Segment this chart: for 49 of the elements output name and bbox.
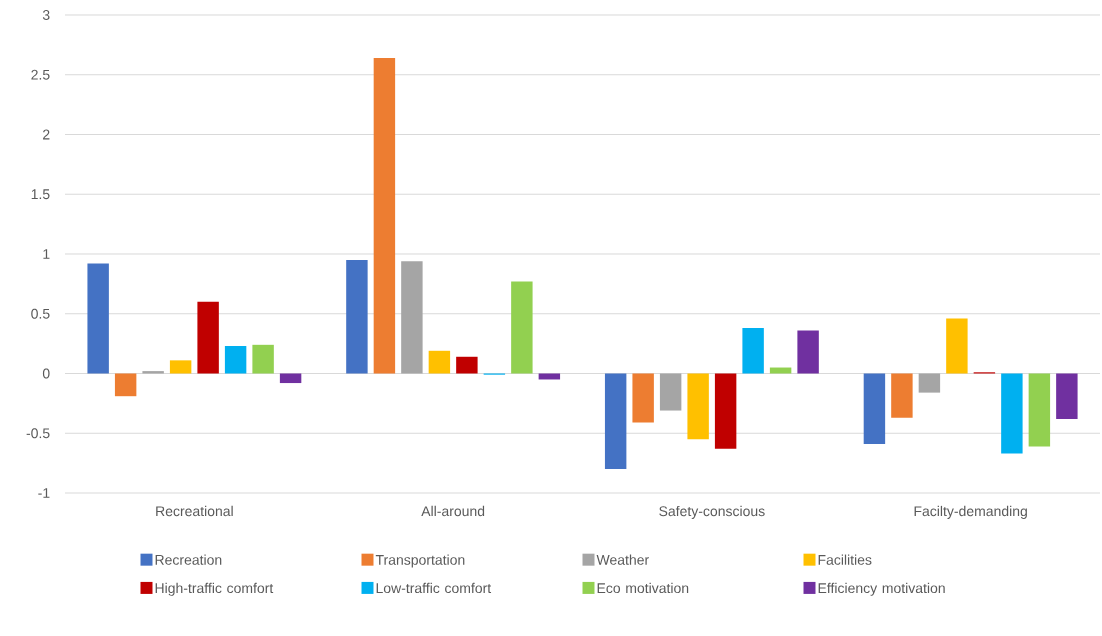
legend-label: Recreation xyxy=(155,554,222,565)
bar xyxy=(401,261,423,374)
legend-label: Weather xyxy=(596,554,649,565)
bar xyxy=(946,318,968,374)
y-tick-label: 0.5 xyxy=(31,308,50,319)
bar xyxy=(604,373,627,470)
bar xyxy=(918,373,941,393)
legend-label: Transportation xyxy=(375,554,465,568)
y-tick-label: -0.5 xyxy=(26,428,50,439)
bar xyxy=(891,373,913,418)
y-tick-label: 1 xyxy=(43,249,50,259)
bar xyxy=(252,344,274,374)
legend-label: Eco motivation xyxy=(597,582,689,594)
bar xyxy=(863,373,886,444)
legend-label: Low-traffic comfort xyxy=(376,582,492,594)
bar xyxy=(659,373,682,411)
bar xyxy=(169,360,192,374)
bar xyxy=(1056,373,1078,419)
bar xyxy=(714,373,737,449)
y-tick-label: 1.5 xyxy=(31,189,50,200)
bar xyxy=(114,373,137,397)
x-tick-label: Facilty-demanding xyxy=(914,505,1027,519)
x-tick-label: Recreational xyxy=(156,505,233,517)
y-tick-label: 0 xyxy=(42,368,50,379)
bar xyxy=(1028,373,1051,447)
bar xyxy=(742,328,764,374)
bar xyxy=(87,263,109,374)
bar xyxy=(538,373,561,380)
bar xyxy=(511,281,533,374)
legend-label: Efficiency motivation xyxy=(818,582,945,596)
bar xyxy=(279,373,302,384)
bar xyxy=(428,350,451,374)
y-tick-label: 2 xyxy=(43,129,50,140)
bar xyxy=(456,356,478,374)
bar xyxy=(632,373,654,423)
legend-label: Facilities xyxy=(818,554,872,565)
x-tick-label: Safety-conscious xyxy=(659,505,765,519)
legend-label: High-traffic comfort xyxy=(155,582,274,596)
bar xyxy=(197,301,219,374)
y-tick-label: -1 xyxy=(38,488,50,498)
y-tick-label: 3 xyxy=(42,10,50,20)
y-tick-label: 2.5 xyxy=(31,69,50,80)
bar xyxy=(224,346,247,374)
bar xyxy=(346,259,368,374)
bar xyxy=(687,373,709,440)
bar xyxy=(373,58,396,374)
bar xyxy=(797,330,819,374)
bar xyxy=(1001,373,1023,454)
x-tick-label: All-around xyxy=(421,505,485,517)
